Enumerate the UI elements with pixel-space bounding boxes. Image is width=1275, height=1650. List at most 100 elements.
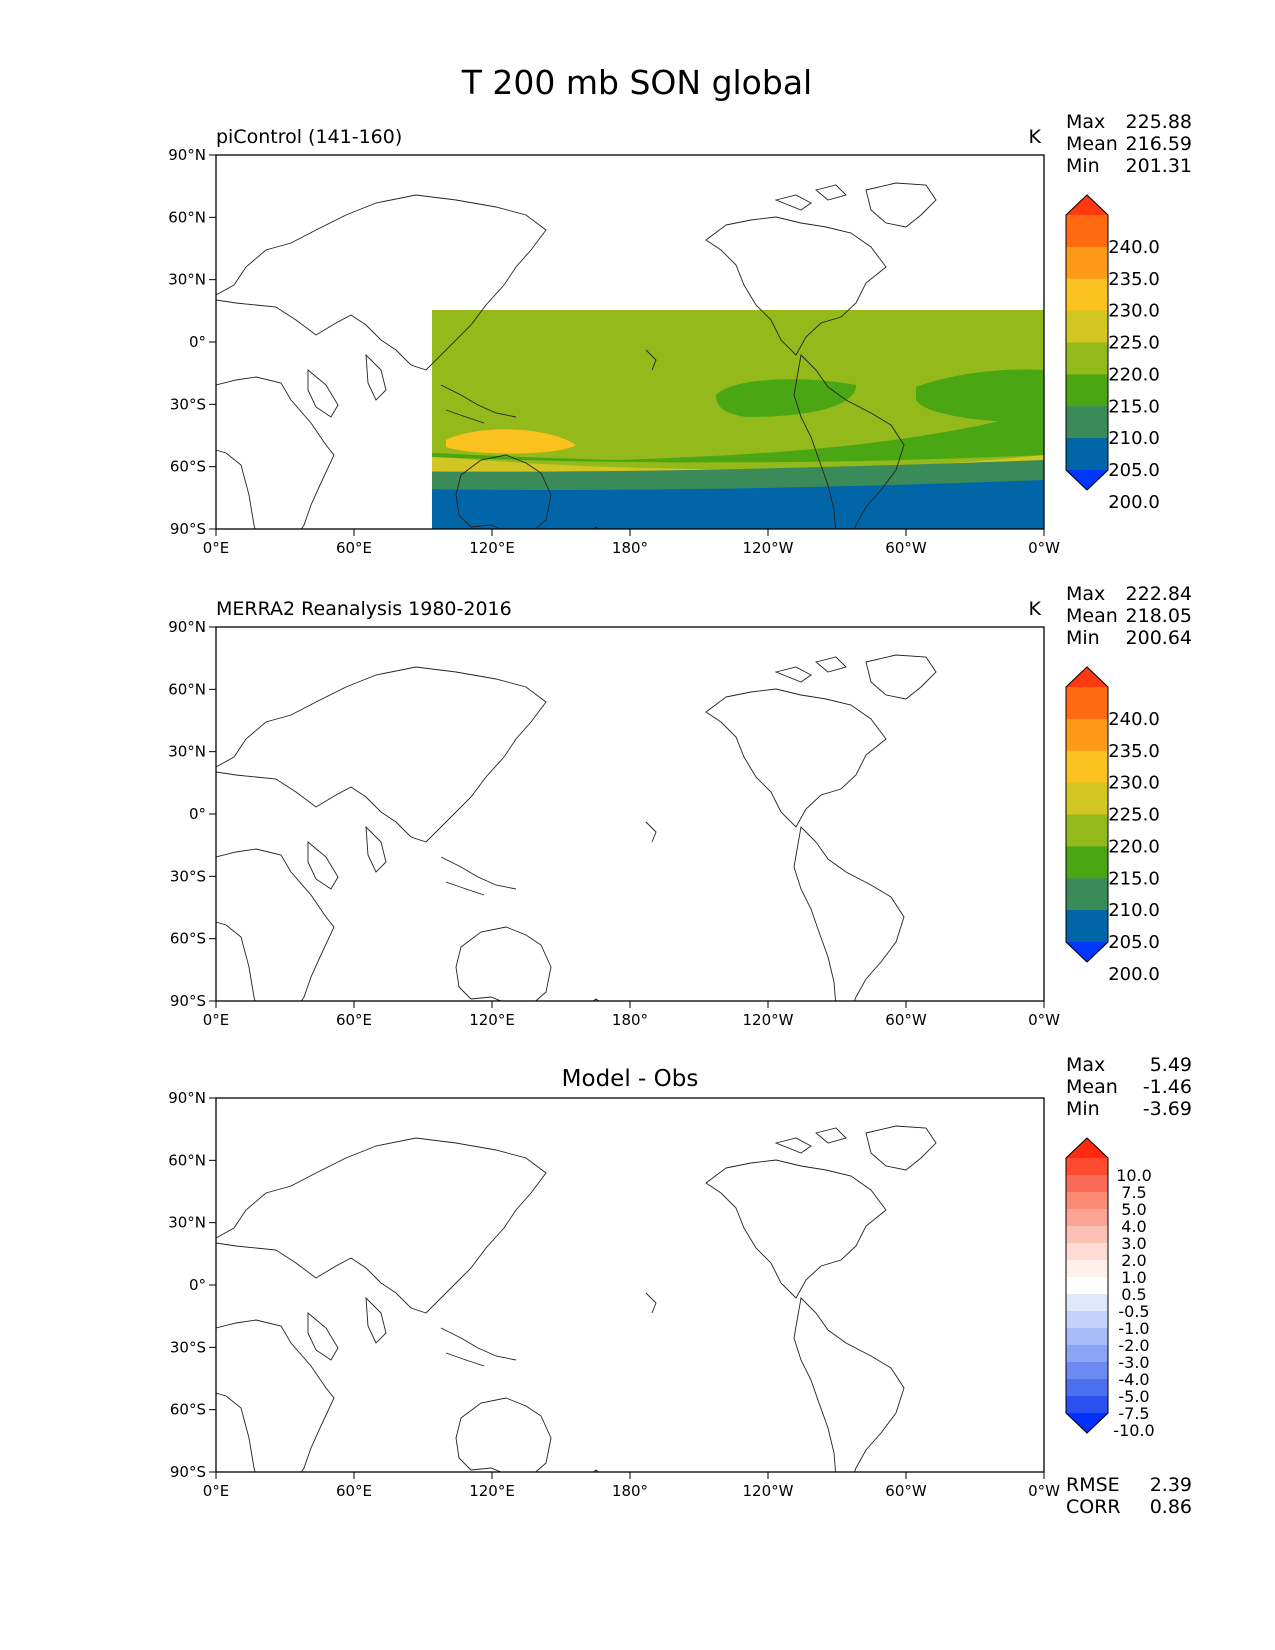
- lon-tick-label: 0°W: [1028, 1011, 1060, 1029]
- contour-band: [216, 627, 1044, 1001]
- colorbar-segment: [1066, 310, 1108, 343]
- panels-layer: 90°N60°N30°N0°30°S60°S90°S0°E 60°E 120°E 18…: [168, 111, 1192, 1518]
- contour-fill: [216, 627, 1044, 1001]
- footer-stat-value-rmse: 2.39: [1150, 1474, 1192, 1496]
- contour-band: [626, 197, 696, 223]
- colorbar-label: 230.0: [1108, 301, 1160, 322]
- contour-band: [916, 369, 1044, 423]
- lon-tick-label: 180°: [612, 1011, 648, 1029]
- contour-band: [216, 927, 1044, 1001]
- colorbar-segment: [1066, 1362, 1108, 1380]
- lat-tick-label: 90°N: [168, 618, 206, 636]
- stat-value-mean: 218.05: [1126, 605, 1192, 627]
- lat-tick-label: 90°S: [170, 1463, 206, 1481]
- colorbar-segment: [1066, 1158, 1108, 1176]
- lon-tick-label: 60°E: [336, 1482, 372, 1500]
- map-frame: [215, 626, 1045, 1002]
- colorbar-label: 2.0: [1121, 1251, 1146, 1270]
- panel-title: piControl (141-160): [216, 126, 402, 148]
- contour-band: [216, 1170, 1044, 1206]
- colorbar-segment: [1066, 1192, 1108, 1210]
- colorbar-segment: [1066, 814, 1108, 847]
- lat-tick-label: 60°S: [170, 930, 206, 948]
- colorbar-segment: [1066, 750, 1108, 784]
- lat-tick-label: 30°S: [170, 1338, 206, 1356]
- colorbar-label: 1.0: [1121, 1268, 1146, 1287]
- colorbar: 240.0 235.0 230.0 225.0 220.0 215.0 210.0 205.0…: [1065, 194, 1160, 513]
- colorbar-segment: [1066, 1138, 1108, 1158]
- contour-band: [216, 1433, 1044, 1472]
- lon-tick-label: 180°: [612, 1482, 648, 1500]
- colorbar-outline: [1065, 1137, 1109, 1434]
- contour-band: [216, 1416, 1044, 1450]
- colorbar-label: 7.5: [1121, 1183, 1146, 1202]
- lat-tick-label: 90°S: [170, 520, 206, 538]
- colorbar-label: -5.0: [1118, 1387, 1149, 1406]
- lat-tick-label: 60°S: [170, 1401, 206, 1419]
- colorbar-label: 215.0: [1108, 396, 1160, 417]
- lat-tick-label: 90°N: [168, 1089, 206, 1107]
- lon-tick-label: 180°: [612, 539, 648, 557]
- contour-band: [856, 242, 1044, 302]
- colorbar-label: 205.0: [1108, 932, 1160, 953]
- lat-tick-label: 30°S: [170, 867, 206, 885]
- contour-band: [216, 945, 1044, 1001]
- lat-tick-label: 30°N: [168, 743, 206, 761]
- contour-band: [216, 1176, 1044, 1212]
- colorbar-label: 220.0: [1108, 364, 1160, 385]
- lon-tick-label: 120°W: [743, 1482, 794, 1500]
- lat-tick-label: 0°: [189, 333, 206, 351]
- map-frame: [215, 1097, 1045, 1473]
- contour-band: [216, 1348, 1044, 1413]
- stat-label-max: Max: [1066, 583, 1105, 605]
- contour-band: [216, 1098, 1044, 1198]
- colorbar-segment: [1066, 1277, 1108, 1295]
- colorbar-label: 240.0: [1108, 709, 1160, 730]
- contour-band: [716, 379, 856, 417]
- stat-label-min: Min: [1066, 1098, 1100, 1120]
- stat-value-mean: -1.46: [1143, 1076, 1192, 1098]
- colorbar-label: 210.0: [1108, 428, 1160, 449]
- map-panel-2: 90°N 60°N 30°N 0° 30°S 60°S 90°S0°E 60°E 120°E 18…: [168, 583, 1192, 1029]
- contour-band: [322, 694, 646, 927]
- contour-band: [416, 1151, 526, 1175]
- colorbar-segment: [1066, 1311, 1108, 1329]
- stat-value-min: 200.64: [1126, 627, 1192, 649]
- colorbar-segment: [1066, 782, 1108, 815]
- colorbar-segment: [1066, 910, 1108, 943]
- colorbar-segment: [1066, 1413, 1108, 1433]
- lat-tick-label: 30°N: [168, 271, 206, 289]
- lon-tick-label: 60°E: [336, 1011, 372, 1029]
- contour-band: [776, 1212, 956, 1243]
- colorbar-label: -3.0: [1118, 1353, 1149, 1372]
- colorbar-segment: [1066, 438, 1108, 471]
- lon-tick-label: 0°W: [1028, 1482, 1060, 1500]
- colorbar-label: 0.5: [1121, 1285, 1146, 1304]
- lon-tick-label: 120°W: [743, 1011, 794, 1029]
- lat-tick-label: 60°N: [168, 1151, 206, 1169]
- lat-tick-label: 0°: [189, 805, 206, 823]
- colorbar-label: 220.0: [1108, 836, 1160, 857]
- colorbar-outline: [1065, 194, 1109, 491]
- contour-band: [856, 1308, 971, 1338]
- lon-tick-label: 60°W: [885, 539, 927, 557]
- colorbar-segment: [1066, 195, 1108, 215]
- panel-title: MERRA2 Reanalysis 1980-2016: [216, 598, 512, 620]
- stat-label-max: Max: [1066, 1054, 1105, 1076]
- lon-tick-label: 120°E: [469, 1482, 515, 1500]
- contour-band: [391, 701, 448, 718]
- colorbar-label: 5.0: [1121, 1200, 1146, 1219]
- colorbar-label: -7.5: [1118, 1404, 1149, 1423]
- stat-value-max: 222.84: [1126, 583, 1192, 605]
- contour-fill: [216, 1098, 1044, 1472]
- colorbar-label: 240.0: [1108, 237, 1160, 258]
- colorbar-segment: [1066, 687, 1108, 720]
- contour-band: [216, 1448, 1044, 1472]
- colorbar-label: -1.0: [1118, 1319, 1149, 1338]
- colorbar-label: 225.0: [1108, 333, 1160, 354]
- contour-band: [246, 1269, 276, 1286]
- colorbar-segment: [1066, 406, 1108, 439]
- lon-tick-label: 60°W: [885, 1482, 927, 1500]
- contour-band: [216, 1098, 1044, 1472]
